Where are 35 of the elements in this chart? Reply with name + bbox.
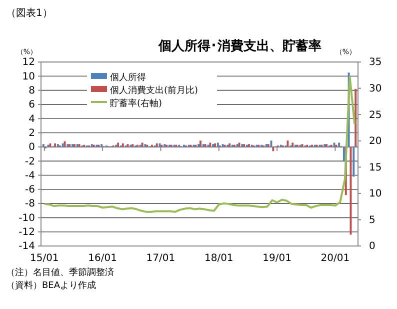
y-tick-label: -12 [18, 227, 35, 238]
y-tick-label: 4 [28, 114, 35, 125]
text: （資料）BEAより作成 [6, 280, 96, 291]
y-tick-label: 0 [28, 142, 35, 154]
x-tick-label: 17/01 [146, 253, 176, 264]
y-tick-label: 2 [28, 128, 35, 139]
x-tick-label: 20/01 [320, 253, 350, 264]
y2-tick-label: 10 [369, 188, 382, 200]
y2-tick-label: 30 [369, 83, 382, 94]
text: （図表1） [6, 7, 52, 19]
y-tick-label: 8 [28, 86, 35, 97]
y2-tick-label: 0 [369, 241, 376, 252]
x-tick-label: 19/01 [262, 253, 292, 264]
legend-label: 個人消費支出(前月比) [110, 85, 198, 96]
y-tick-label: -14 [18, 241, 35, 252]
y2-tick-label: 15 [369, 162, 382, 174]
x-tick-label: 15/01 [30, 253, 59, 264]
y-tick-label: 10 [22, 71, 35, 82]
y-tick-label: -2 [25, 156, 35, 168]
x-tick-label: 16/01 [88, 253, 117, 264]
y-tick-label: 6 [28, 100, 35, 111]
y2-tick-label: 20 [369, 136, 382, 148]
y2-tick-label: 25 [369, 110, 382, 121]
y-tick-label: -8 [25, 198, 35, 210]
y-tick-label: -6 [25, 184, 35, 196]
y2-tick-label: 35 [369, 57, 382, 68]
text: （注）名目値、季節調整済 [6, 267, 114, 278]
legend-label: 貯蓄率(右軸) [110, 98, 162, 109]
x-tick-label: 18/01 [204, 253, 234, 264]
y-tick-label: -4 [25, 170, 35, 182]
chart-title: 個人所得･消費支出、貯蓄率 [158, 38, 322, 54]
legend-label: 個人所得 [110, 72, 146, 83]
y-tick-label: 12 [22, 57, 35, 68]
y2-tick-label: 5 [369, 214, 376, 226]
y-tick-label: -10 [18, 212, 35, 224]
